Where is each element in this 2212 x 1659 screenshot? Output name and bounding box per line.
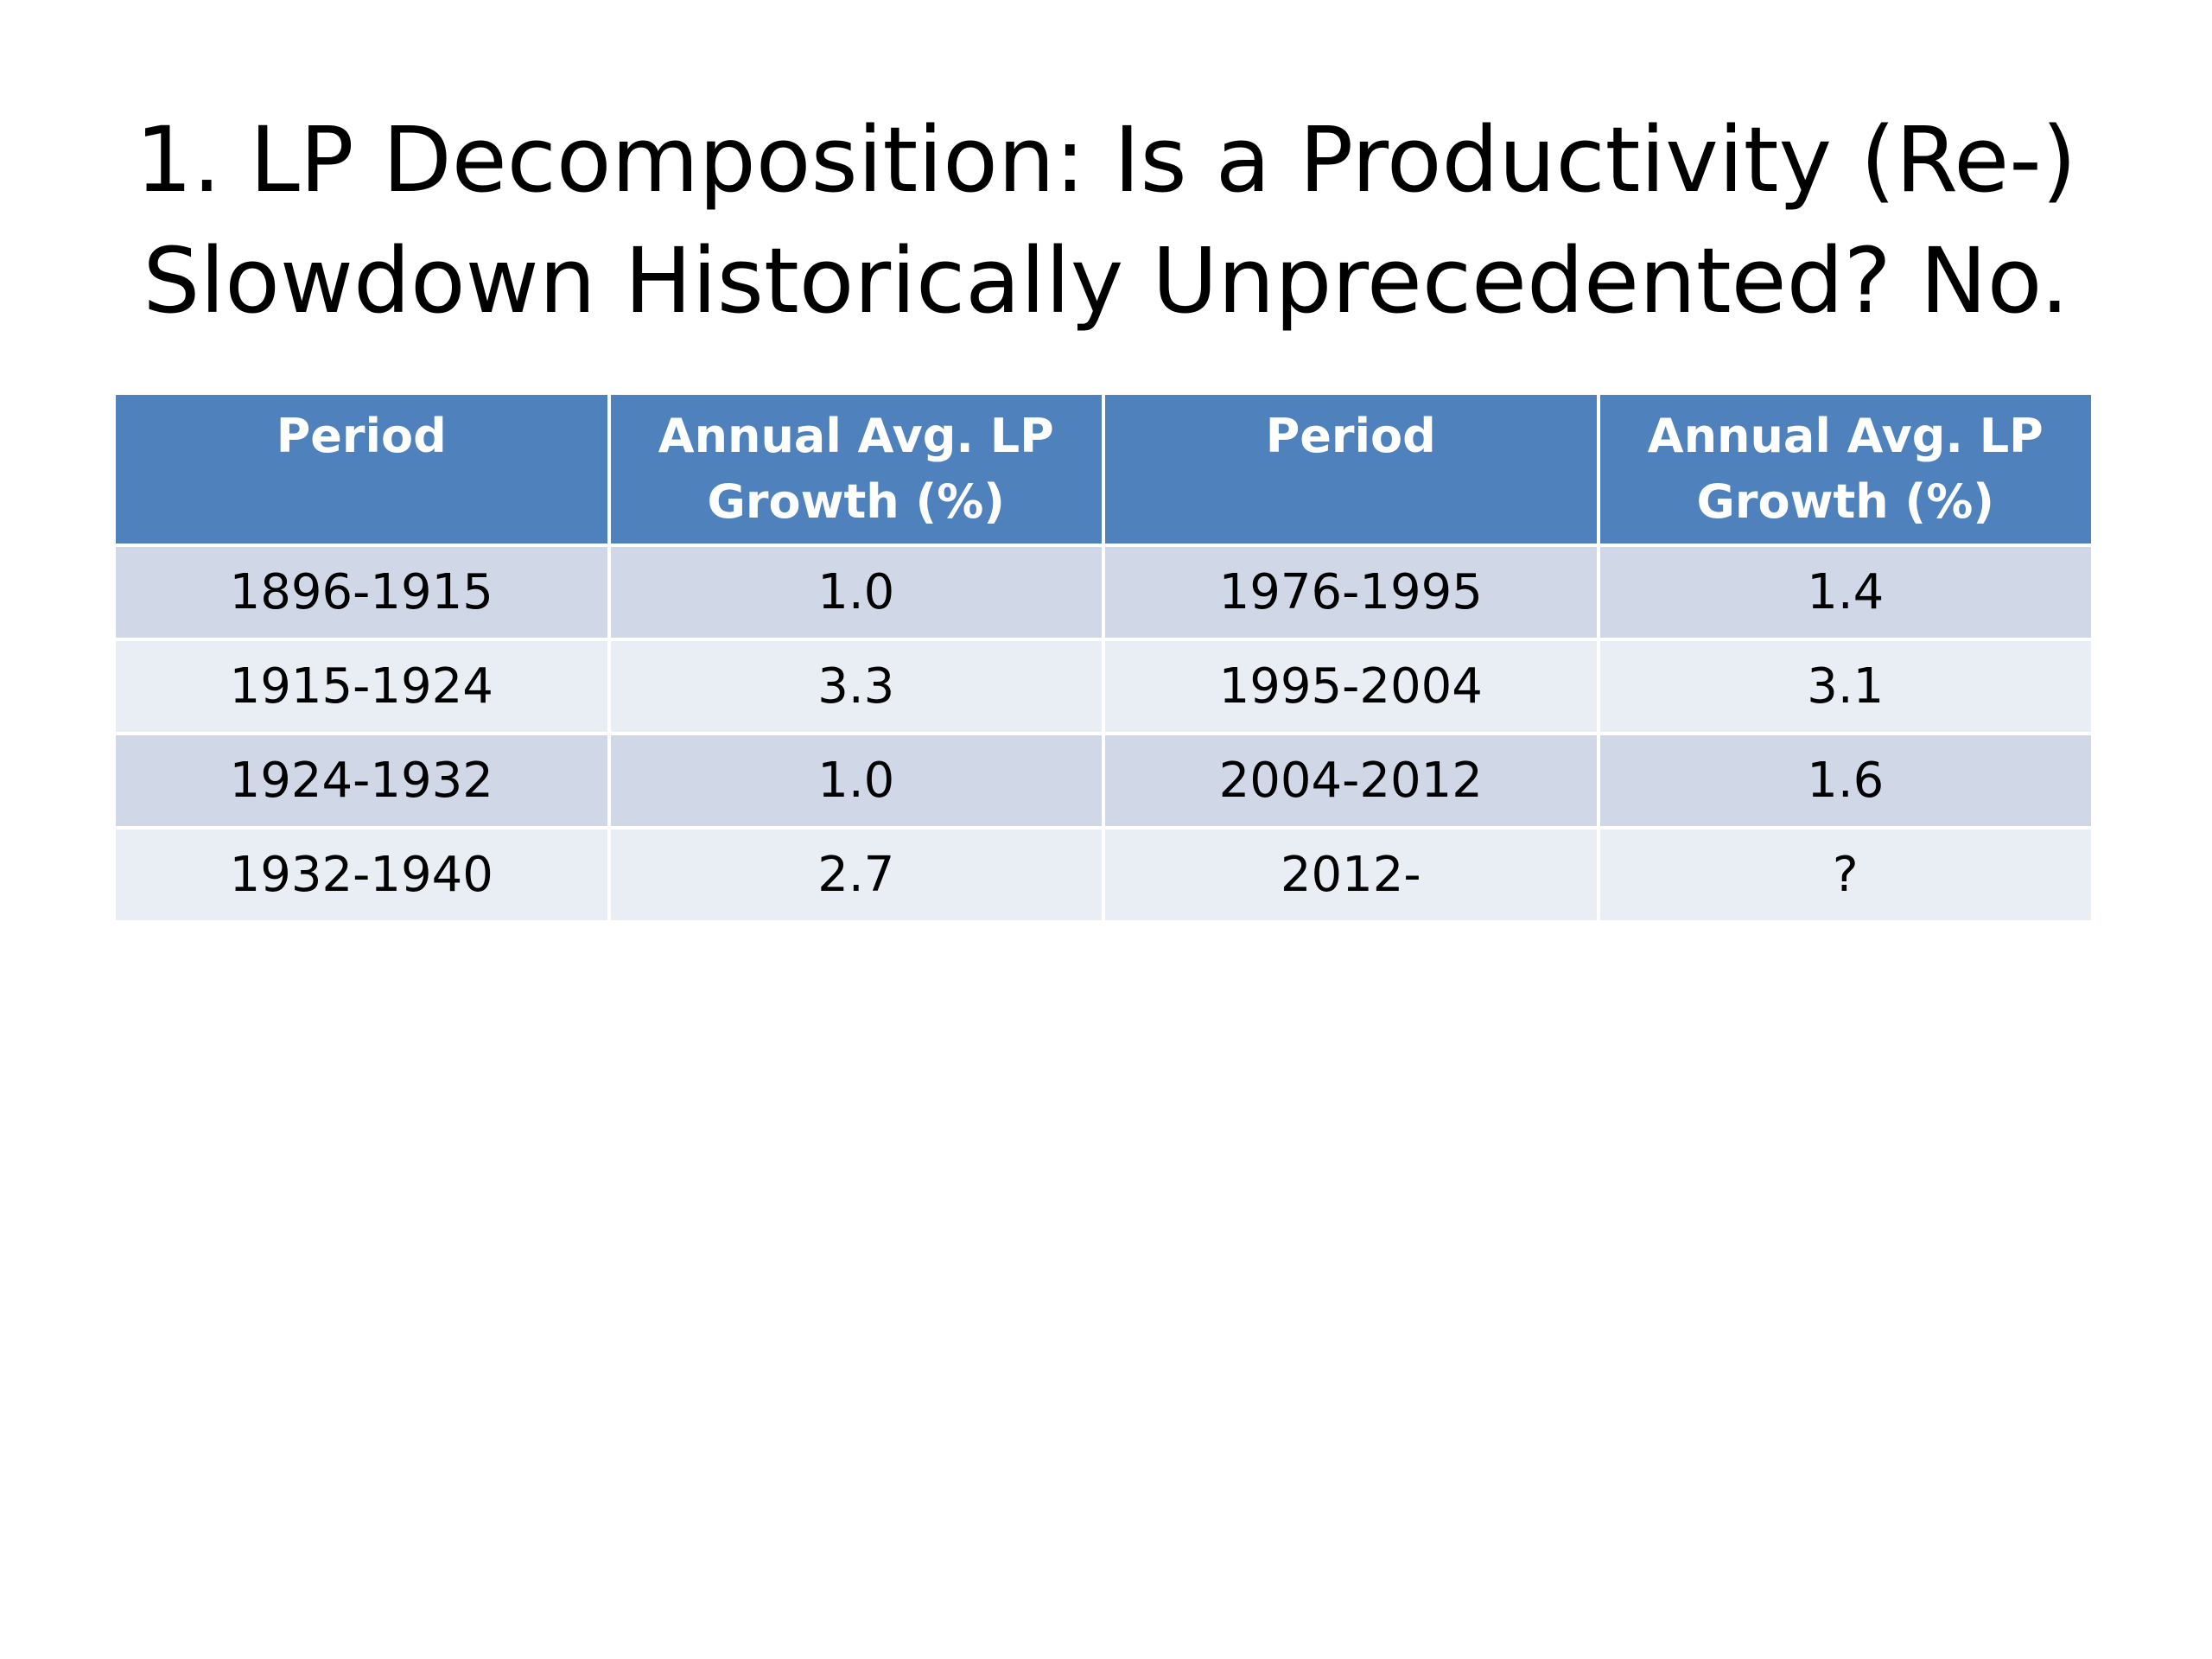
slide-title-line-2: Slowdown Historically Unprecedented? No. — [143, 228, 2069, 334]
header-growth-1: Annual Avg. LP Growth (%) — [607, 391, 1105, 547]
header-period-1: Period — [112, 391, 611, 547]
table-cell: 2004-2012 — [1102, 732, 1600, 830]
table-cell: 1.0 — [607, 732, 1105, 830]
header-label: Growth (%) — [707, 474, 1005, 529]
header-period-2: Period — [1102, 391, 1600, 547]
table-cell: 1976-1995 — [1102, 543, 1600, 641]
table-cell: 3.1 — [1596, 638, 2094, 735]
table-cell: 1.4 — [1596, 543, 2094, 641]
table-cell: 2.7 — [607, 826, 1105, 924]
header-label: Growth (%) — [1696, 474, 1994, 529]
table-cell: 1924-1932 — [112, 732, 611, 830]
table-cell: 2012- — [1102, 826, 1600, 924]
table-cell: ? — [1596, 826, 2094, 924]
header-label: Period — [276, 409, 447, 463]
header-label: Period — [1265, 409, 1436, 463]
productivity-table: Period Annual Avg. LP Growth (%) Period … — [112, 391, 2094, 924]
table-cell: 1995-2004 — [1102, 638, 1600, 735]
table-row: 1915-1924 3.3 1995-2004 3.1 — [112, 638, 2094, 735]
table-row: 1924-1932 1.0 2004-2012 1.6 — [112, 732, 2094, 830]
table-cell: 1.6 — [1596, 732, 2094, 830]
table-cell: 1932-1940 — [112, 826, 611, 924]
slide-title-line-1: 1. LP Decomposition: Is a Productivity (… — [135, 107, 2077, 213]
header-growth-2: Annual Avg. LP Growth (%) — [1596, 391, 2094, 547]
header-label: Annual Avg. LP — [1647, 409, 2044, 463]
slide-title: 1. LP Decomposition: Is a Productivity (… — [112, 99, 2100, 341]
table-cell: 1896-1915 — [112, 543, 611, 641]
table-header-row: Period Annual Avg. LP Growth (%) Period … — [112, 391, 2094, 547]
header-label: Annual Avg. LP — [658, 409, 1054, 463]
table-cell: 1915-1924 — [112, 638, 611, 735]
table-row: 1932-1940 2.7 2012- ? — [112, 826, 2094, 924]
table-cell: 1.0 — [607, 543, 1105, 641]
table-cell: 3.3 — [607, 638, 1105, 735]
table-row: 1896-1915 1.0 1976-1995 1.4 — [112, 543, 2094, 641]
